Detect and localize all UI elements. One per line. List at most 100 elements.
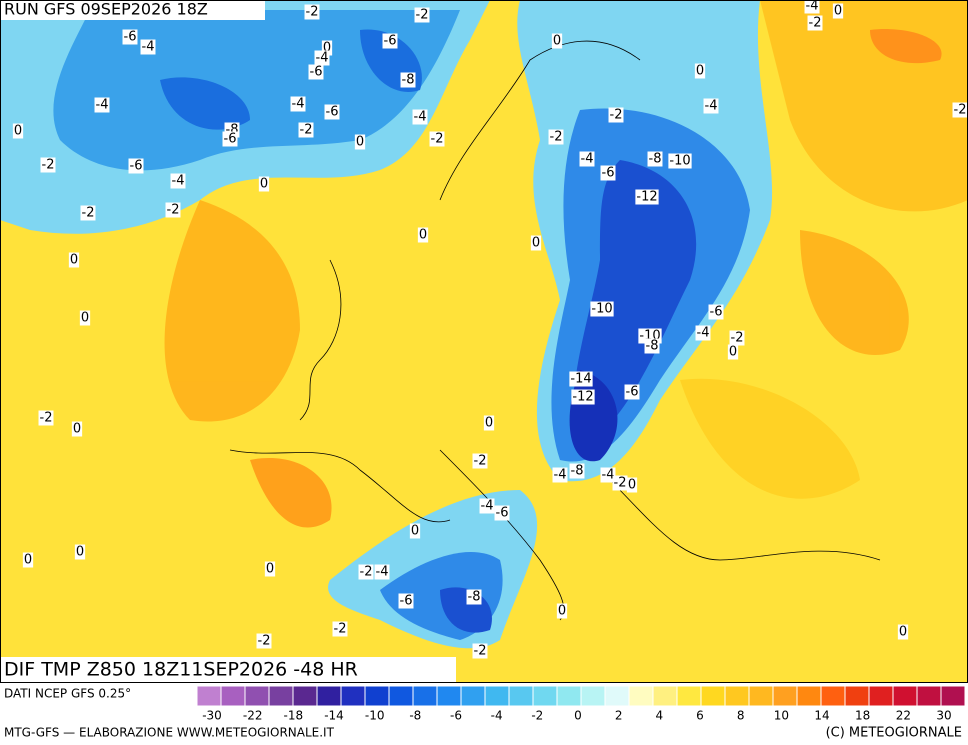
contour-label: 0: [323, 41, 331, 56]
colorbar-label: 4: [656, 709, 664, 723]
contour-label: -4: [581, 152, 594, 167]
contour-label-bg: [354, 134, 366, 150]
colorbar-swatch: [748, 685, 774, 707]
contour-label-bg: [304, 4, 320, 20]
colorbar-swatch: [796, 685, 822, 707]
contour-label: -2: [360, 565, 373, 580]
contour-label: 0: [260, 177, 268, 192]
colorbar-swatch: [868, 685, 894, 707]
contour-label-bg: [571, 389, 595, 405]
colorbar-swatch: [484, 685, 510, 707]
colorbar-swatch: [532, 685, 558, 707]
contour-label-bg: [472, 643, 488, 659]
contour-label: -4: [481, 499, 494, 514]
contour-label: -2: [416, 8, 429, 23]
contour-label: 0: [24, 553, 32, 568]
colorbar-swatch: [508, 685, 534, 707]
contour-label: -4: [705, 99, 718, 114]
contour-label: -6: [496, 506, 509, 521]
contour-label-bg: [321, 40, 333, 56]
contour-label-bg: [552, 467, 568, 483]
contour-label: -4: [376, 565, 389, 580]
contour-label: -4: [142, 40, 155, 55]
contour-label-bg: [324, 104, 340, 120]
colorbar-swatch: [652, 685, 678, 707]
colorbar-swatch: [196, 685, 222, 707]
contour-label-bg: [590, 301, 614, 317]
contour-label: -12: [636, 190, 657, 205]
contour-label: -6: [326, 105, 339, 120]
contour-label: 0: [356, 135, 364, 150]
colorbar-swatch: [844, 685, 870, 707]
run-label: RUN GFS 09SEP2026 18Z: [4, 0, 208, 19]
colorbar-label: 22: [896, 709, 911, 723]
colorbar: -30 -22 -18 -14 -10 -8 -6 -4 -2 0 2 4 6 8 10 14 18 22 30: [196, 685, 966, 723]
contour-label-bg: [466, 589, 482, 605]
contour-label: -4: [316, 51, 329, 66]
contour-label: -6: [710, 305, 723, 320]
colorbar-swatch: [340, 685, 366, 707]
colorbar-label: -6: [450, 709, 462, 723]
colorbar-label: -18: [284, 709, 304, 723]
contour-label-bg: [374, 564, 390, 580]
contour-label: -2: [731, 331, 744, 346]
contour-label-bg: [412, 109, 428, 125]
contour-label: -12: [572, 390, 593, 405]
colorbar-swatch: [412, 685, 438, 707]
contour-label-bg: [548, 129, 564, 145]
contour-label-bg: [170, 173, 186, 189]
contour-label: -6: [124, 30, 137, 45]
contour-label-bg: [479, 498, 495, 514]
contour-label-bg: [727, 344, 739, 360]
colorbar-swatch: [364, 685, 390, 707]
contour-label: 0: [419, 228, 427, 243]
warm-areas: [0, 0, 968, 528]
contour-label-bg: [264, 561, 276, 577]
colorbar-swatch: [244, 685, 270, 707]
contour-label-bg: [626, 477, 638, 493]
contour-label: 0: [266, 562, 274, 577]
contour-label: -4: [292, 97, 305, 112]
colorbar-swatch: [604, 685, 630, 707]
contour-label: -8: [649, 152, 662, 167]
contour-label-bg: [409, 523, 421, 539]
contour-label-bg: [258, 176, 270, 192]
contour-label: 0: [553, 34, 561, 49]
contour-label-bg: [556, 603, 568, 619]
contour-label-bg: [382, 33, 398, 49]
contour-label: -2: [334, 622, 347, 637]
colorbar-label: 0: [574, 709, 582, 723]
colorbar-label: 14: [814, 709, 829, 723]
contour-label: -6: [224, 132, 237, 147]
contour-label: -2: [550, 130, 563, 145]
contour-label-bg: [74, 544, 86, 560]
contour-label-bg: [140, 39, 156, 55]
colorbar-swatch: [556, 685, 582, 707]
contour-label: -2: [258, 634, 271, 649]
colorbar-swatch: [916, 685, 942, 707]
contour-label: -6: [384, 34, 397, 49]
colorbar-swatch: [700, 685, 726, 707]
contour-label-bg: [600, 165, 616, 181]
contour-label-bg: [472, 453, 488, 469]
colorbar-swatch: [772, 685, 798, 707]
contour-label: -2: [40, 411, 53, 426]
colorbar-swatch: [316, 685, 342, 707]
colorbar-label: -8: [409, 709, 421, 723]
contour-label: 0: [532, 236, 540, 251]
contour-label-bg: [569, 463, 585, 479]
contour-label: 0: [485, 416, 493, 431]
contour-label: 0: [411, 524, 419, 539]
contour-label: -2: [431, 132, 444, 147]
contour-label: -2: [610, 108, 623, 123]
colorbar-swatch: [724, 685, 750, 707]
colorbar-swatch: [676, 685, 702, 707]
contour-label: 0: [558, 604, 566, 619]
contour-label: -4: [697, 326, 710, 341]
colorbar-swatch: [436, 685, 462, 707]
colorbar-swatch: [820, 685, 846, 707]
colorbar-label: -2: [531, 709, 543, 723]
contour-label-bg: [807, 15, 823, 31]
contour-label: -4: [414, 110, 427, 125]
